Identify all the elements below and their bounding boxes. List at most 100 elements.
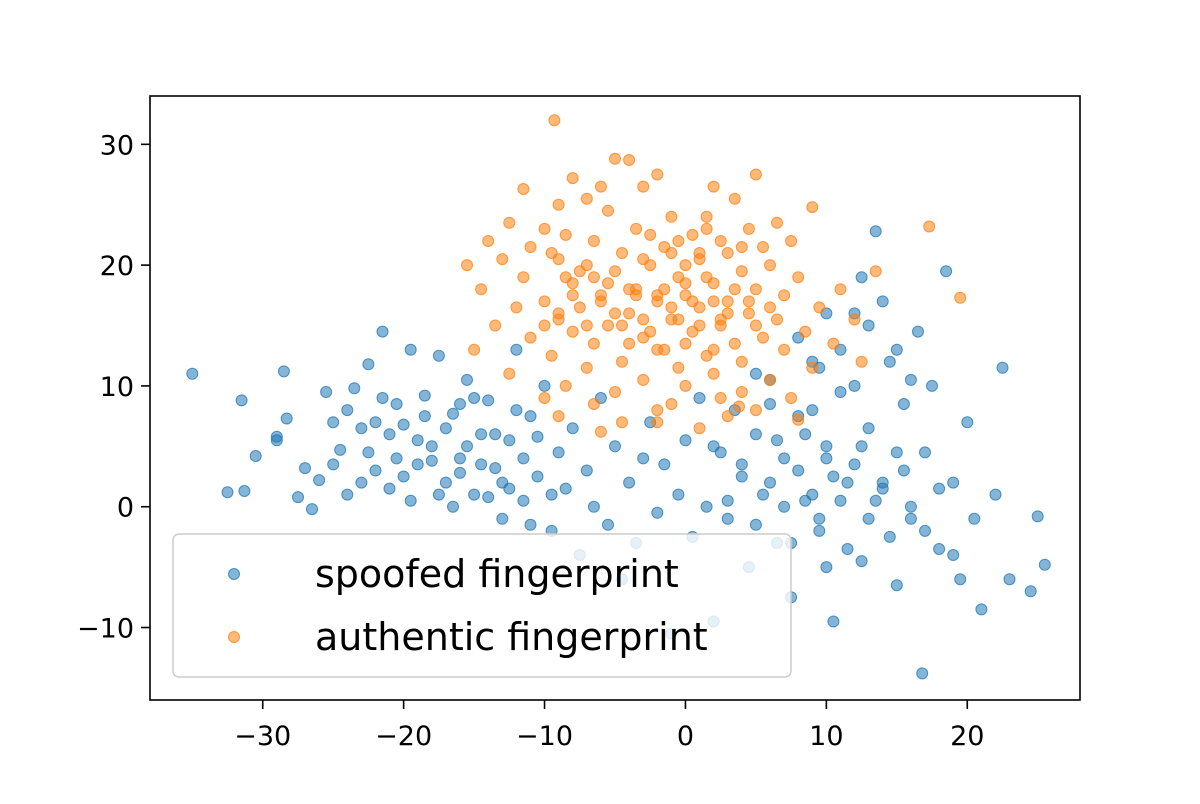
- data-point: [665, 247, 678, 259]
- data-point: [186, 367, 199, 380]
- data-point: [778, 289, 791, 302]
- data-point: [771, 313, 783, 326]
- data-point: [630, 222, 643, 235]
- data-point: [496, 476, 509, 489]
- data-point: [686, 295, 699, 308]
- data-point: [503, 367, 516, 380]
- data-point: [439, 422, 452, 435]
- data-point: [672, 235, 685, 247]
- data-point: [778, 500, 791, 513]
- data-point: [714, 313, 727, 326]
- data-point: [785, 392, 798, 404]
- data-point: [757, 488, 769, 501]
- series-0: [186, 225, 1051, 680]
- data-point: [869, 265, 882, 278]
- data-point: [848, 379, 861, 392]
- data-point: [679, 379, 692, 392]
- data-point: [890, 343, 903, 356]
- data-point: [869, 225, 882, 238]
- data-point: [855, 271, 868, 284]
- data-point: [566, 422, 579, 435]
- data-point: [947, 549, 960, 561]
- data-point: [489, 428, 502, 441]
- data-point: [806, 361, 819, 374]
- data-point: [806, 488, 819, 501]
- data-point: [728, 283, 741, 296]
- data-point: [707, 367, 720, 380]
- data-point: [764, 476, 776, 489]
- data-point: [362, 358, 375, 371]
- legend-frame: [172, 533, 792, 678]
- data-point: [475, 458, 488, 471]
- data-point: [651, 343, 664, 356]
- data-point: [883, 530, 896, 543]
- data-point: [679, 259, 692, 272]
- data-point: [735, 265, 748, 278]
- data-point: [602, 518, 614, 531]
- data-point: [461, 259, 473, 272]
- data-point: [630, 289, 643, 302]
- data-point: [644, 325, 657, 338]
- data-point: [545, 488, 558, 501]
- data-point: [327, 458, 340, 471]
- data-point: [545, 247, 558, 259]
- data-point: [616, 355, 628, 368]
- data-point: [362, 446, 375, 459]
- data-point: [609, 152, 621, 165]
- data-point: [238, 485, 251, 497]
- data-point: [665, 210, 678, 223]
- x-tick-label: −20: [375, 721, 432, 752]
- data-point: [517, 271, 530, 284]
- data-point: [468, 488, 481, 501]
- data-point: [552, 307, 565, 320]
- data-point: [764, 373, 776, 386]
- data-point: [623, 476, 636, 489]
- data-point: [721, 494, 734, 507]
- data-point: [778, 343, 791, 356]
- data-point: [475, 283, 488, 296]
- data-point: [637, 313, 650, 326]
- data-point: [383, 428, 396, 441]
- data-point: [714, 235, 727, 247]
- data-point: [693, 422, 706, 435]
- data-point: [383, 482, 396, 495]
- data-point: [313, 474, 326, 487]
- data-point: [531, 430, 544, 443]
- data-point: [280, 412, 293, 425]
- data-point: [503, 216, 516, 229]
- data-point: [306, 503, 318, 516]
- x-tick-label: 0: [677, 721, 694, 752]
- data-point: [926, 379, 938, 392]
- data-point: [355, 476, 368, 489]
- data-point: [693, 319, 706, 332]
- data-point: [799, 325, 812, 338]
- data-point: [510, 343, 523, 356]
- data-point: [559, 379, 572, 392]
- data-point: [468, 343, 481, 356]
- data-point: [468, 392, 481, 404]
- data-point: [1024, 585, 1037, 598]
- data-point: [890, 579, 903, 592]
- data-point: [573, 265, 586, 278]
- data-point: [651, 506, 664, 519]
- x-tick-label: 20: [950, 721, 984, 752]
- data-point: [806, 201, 819, 214]
- data-point: [742, 295, 755, 308]
- data-point: [848, 313, 861, 326]
- data-point: [916, 667, 929, 680]
- data-point: [559, 271, 572, 284]
- data-point: [771, 434, 783, 447]
- data-point: [418, 410, 431, 423]
- data-point: [454, 452, 466, 465]
- data-point: [545, 349, 558, 362]
- data-point: [552, 410, 565, 423]
- data-point: [221, 486, 234, 499]
- data-point: [700, 222, 713, 235]
- data-point: [348, 382, 361, 395]
- data-point: [954, 291, 967, 304]
- data-point: [404, 343, 417, 356]
- data-point: [728, 337, 741, 350]
- y-tick-label: −10: [77, 614, 134, 645]
- data-point: [855, 355, 868, 368]
